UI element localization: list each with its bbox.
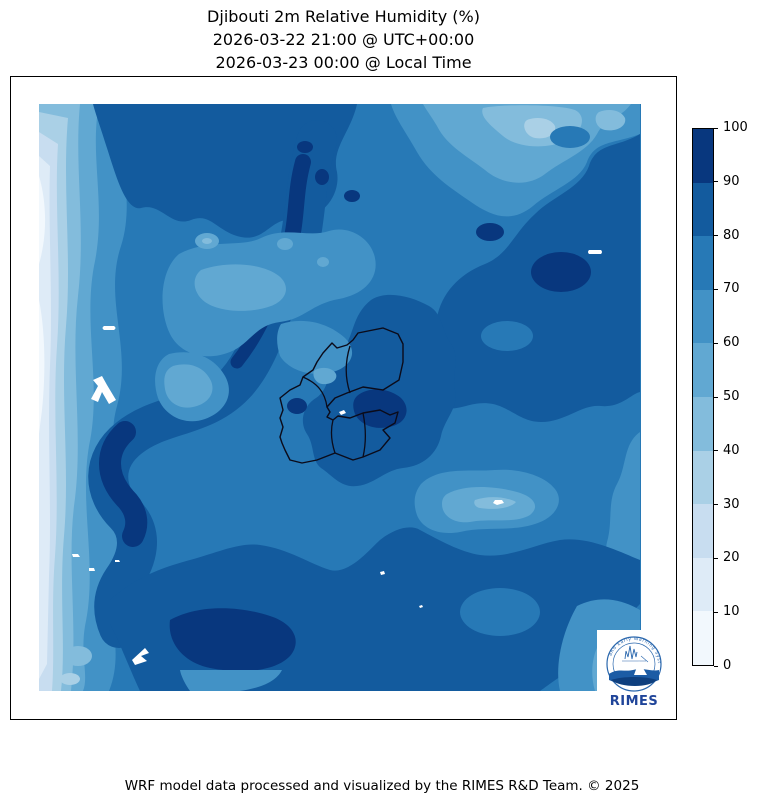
colorbar-segment-b90 [693,129,713,183]
contour-rightedge-60 [606,432,640,576]
contour-topcenter-30 [524,118,556,139]
contour-right-mass-core-90 [531,252,591,292]
logo-signal-lines [622,655,649,663]
colorbar-segment-b70 [693,236,713,290]
colorbar-tick-label: 40 [723,442,740,458]
colorbar-tick-label: 50 [723,389,740,404]
admin-region-borders [302,345,366,458]
chart-title: Djibouti 2m Relative Humidity (%) [207,7,480,26]
colorbar-tick-mark [714,665,718,667]
colorbar-tick-mark [714,450,718,452]
colorbar-tick-label: 30 [723,496,740,512]
colorbar-segment-b80 [693,182,713,237]
colorbar-tick-label: 70 [723,281,740,297]
colorbar-segment-b10 [693,557,713,612]
contour-bottomleft-40 [64,646,92,666]
colorbar-tick-mark [714,288,718,290]
colorbar-gradient [692,128,714,666]
contour-right-mass-80 [408,134,640,422]
contour-right-mass-spot-90 [476,223,504,241]
contour-center-spot-50-b [317,257,329,267]
contour-bottomleft-30 [60,673,80,685]
colorbar-tick-mark [714,342,718,344]
colorbar-segment-b0 [693,611,713,665]
chart-subtitle-local: 2026-03-23 00:00 @ Local Time [215,53,472,72]
contour-bottomedge-60-left [180,670,282,691]
humidity-contour-map [39,104,641,691]
logo-sail-icon [634,661,647,675]
contour-center-spot-50-a [277,238,293,250]
contour-bottom-hole-70 [460,588,540,636]
colorbar-tick-label: 10 [723,604,740,620]
colorbar-tick-label: 100 [723,120,748,135]
footer-credit: WRF model data processed and visualized … [124,778,640,794]
colorbar-tick-label: 0 [723,658,732,673]
contour-west-band-10 [39,156,51,679]
colorbar-segment-b20 [693,504,713,558]
contour-west-band-0 [39,176,46,434]
colorbar-tick-mark [714,235,718,237]
contour-ridge-core-90-c [99,421,148,547]
colorbar-tick-label: 80 [723,227,740,243]
contour-bottom-core-90 [169,608,296,672]
logo-wordmark: RIMES [610,694,659,709]
title-block: Djibouti 2m Relative Humidity (%) 2026-0… [10,5,677,74]
country-border-djibouti [279,327,404,464]
chart-subtitle-utc: 2026-03-22 21:00 @ UTC+00:00 [212,30,475,49]
colorbar-segment-b60 [693,289,713,344]
logo-wave-dark [611,677,657,686]
colorbar-tick-mark [714,504,718,506]
colorbar-ticks: 0 10 20 30 40 50 60 70 80 90 100 [714,120,764,673]
colorbar-tick-label: 60 [723,335,740,351]
contour-city-core-90 [353,389,407,428]
contour-center-spot-40 [202,238,212,244]
contour-spot-90-a [297,141,313,153]
contour-center-50 [164,264,337,408]
contour-narrow-spot-90 [287,398,307,414]
logo-seismograph-icon [624,645,638,660]
colorbar-tick-label: 90 [723,173,740,189]
rimes-logo: and Early Warning Syst RIMES [597,630,671,710]
colorbar-tick-mark [714,181,718,183]
contour-topcenter-spot-70 [550,126,590,148]
colorbar-tick-label: 20 [723,550,740,566]
colorbar-tick-mark [714,396,718,398]
contour-right-mass-hole-70 [481,321,533,351]
colorbar-segment-b30 [693,450,713,505]
contour-spot-90-b [315,169,329,185]
colorbar-tick-mark [714,557,718,559]
colorbar-tick-mark [714,611,718,613]
colorbar-segment-b40 [693,396,713,451]
colorbar-tick-mark [714,127,718,129]
colorbar-segment-b50 [693,343,713,397]
contour-spot-90-c [344,190,360,202]
